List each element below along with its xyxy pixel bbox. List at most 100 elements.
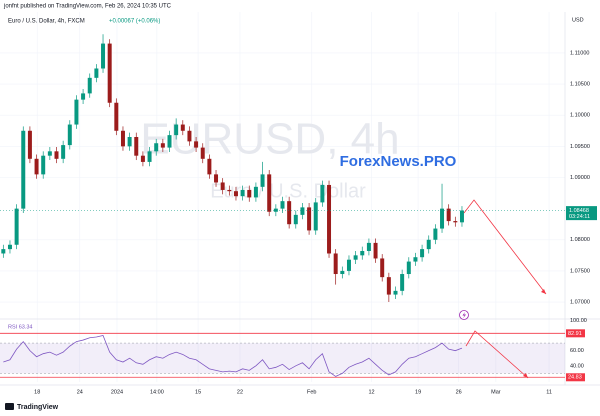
y-tick-label: 1.09500 xyxy=(570,144,590,150)
event-icon-glyph xyxy=(462,312,466,319)
candle-body xyxy=(180,124,185,131)
candle-body xyxy=(413,257,418,262)
rsi-level-label: 82.91 xyxy=(568,331,582,337)
candle-body xyxy=(134,137,139,156)
candle-body xyxy=(333,253,338,275)
candle-body xyxy=(27,130,32,159)
candle-body xyxy=(61,145,66,159)
candle-body xyxy=(253,186,258,198)
candle-body xyxy=(366,242,371,251)
candle-body xyxy=(240,189,245,197)
grid xyxy=(0,12,565,382)
countdown: 03:24:11 xyxy=(569,214,590,220)
candle-body xyxy=(120,130,125,147)
candle-body xyxy=(360,250,365,256)
y-tick-label: 1.11000 xyxy=(570,50,589,56)
y-tick-label: 1.10500 xyxy=(570,82,590,88)
x-tick-label: 22 xyxy=(237,389,243,395)
rsi-band xyxy=(0,343,565,374)
candle-body xyxy=(21,130,26,209)
y-tick-label: 1.08000 xyxy=(570,237,590,243)
x-tick-label: 12 xyxy=(369,389,375,395)
candle-body xyxy=(54,151,59,159)
rsi-projection-arrow xyxy=(465,330,529,379)
candle-body xyxy=(340,270,345,275)
x-tick-label: 2024 xyxy=(111,389,123,395)
candle-body xyxy=(107,43,112,103)
candle-body xyxy=(194,141,199,148)
candle-body xyxy=(94,68,99,78)
projection-arrow xyxy=(463,199,547,295)
candle-body xyxy=(260,174,265,187)
arrow-head xyxy=(523,373,528,378)
x-tick-label: 11 xyxy=(546,389,552,395)
candle-body xyxy=(393,290,398,295)
rsi-tick-label: 60.00 xyxy=(570,348,584,354)
candle-body xyxy=(307,207,312,231)
watermark: EURUSD, 4h xyxy=(140,115,399,164)
footer: TradingView xyxy=(17,404,59,411)
candle-body xyxy=(267,174,272,212)
candle-body xyxy=(426,239,431,250)
candle-body xyxy=(406,261,411,275)
plot xyxy=(0,34,565,378)
candle-body xyxy=(140,155,145,162)
rsi-level-label: 24.83 xyxy=(568,375,582,381)
rsi-tick-label: 40.00 xyxy=(570,363,584,369)
candle-body xyxy=(227,189,232,192)
candle-body xyxy=(127,137,132,147)
candle-body xyxy=(346,259,351,271)
candle-body xyxy=(273,208,278,212)
candle-body xyxy=(47,151,52,156)
rsi-level-box xyxy=(566,329,585,338)
candle-body xyxy=(67,124,72,146)
candle-body xyxy=(174,124,179,136)
brand: ForexNews.PRO xyxy=(340,153,457,170)
candle-body xyxy=(167,135,172,148)
candle-body xyxy=(440,208,445,229)
x-tick-label: 24 xyxy=(77,389,83,395)
candle-body xyxy=(147,151,152,162)
candle-body xyxy=(300,207,305,215)
y-tick-label: 1.07000 xyxy=(570,300,590,306)
candle-body xyxy=(200,147,205,159)
rsi-line xyxy=(3,335,463,377)
candle-body xyxy=(207,158,212,175)
x-tick-label: 15 xyxy=(195,389,201,395)
candle-body xyxy=(214,174,219,183)
rsi-label: RSI 63.34 xyxy=(8,324,32,330)
x-tick-label: 14:00 xyxy=(150,389,164,395)
y-tick-label: 1.07500 xyxy=(570,268,590,274)
candle-body xyxy=(446,208,451,222)
candle-body xyxy=(313,202,318,231)
watermark-sub: Euro / U.S. Dollar xyxy=(210,180,366,202)
candle-body xyxy=(327,184,332,254)
candle-body xyxy=(1,249,6,254)
candle-body xyxy=(87,77,92,94)
candle-body xyxy=(353,255,358,260)
candle-body xyxy=(41,155,46,175)
candle-body xyxy=(7,244,12,250)
candle-body xyxy=(433,228,438,240)
candle-body xyxy=(81,93,86,100)
candle-body xyxy=(420,249,425,258)
currency: USD xyxy=(572,17,584,23)
candle-body xyxy=(233,191,238,197)
candle-body xyxy=(373,242,378,259)
candle-body xyxy=(400,274,405,291)
last-price-label: 1.08468 xyxy=(569,208,589,214)
candle-body xyxy=(386,277,391,295)
x-tick-label: 18 xyxy=(34,389,40,395)
arrow-head xyxy=(541,289,546,294)
candle-body xyxy=(34,158,39,175)
candle-body xyxy=(247,189,252,198)
candle-body xyxy=(74,99,79,125)
candle-body xyxy=(380,258,385,278)
change: +0.00067 (+0.06%) xyxy=(109,19,160,25)
candle-body xyxy=(280,201,285,209)
x-tick-label: 26 xyxy=(456,389,462,395)
x-tick-label: 19 xyxy=(415,389,421,395)
candle-body xyxy=(14,208,19,245)
